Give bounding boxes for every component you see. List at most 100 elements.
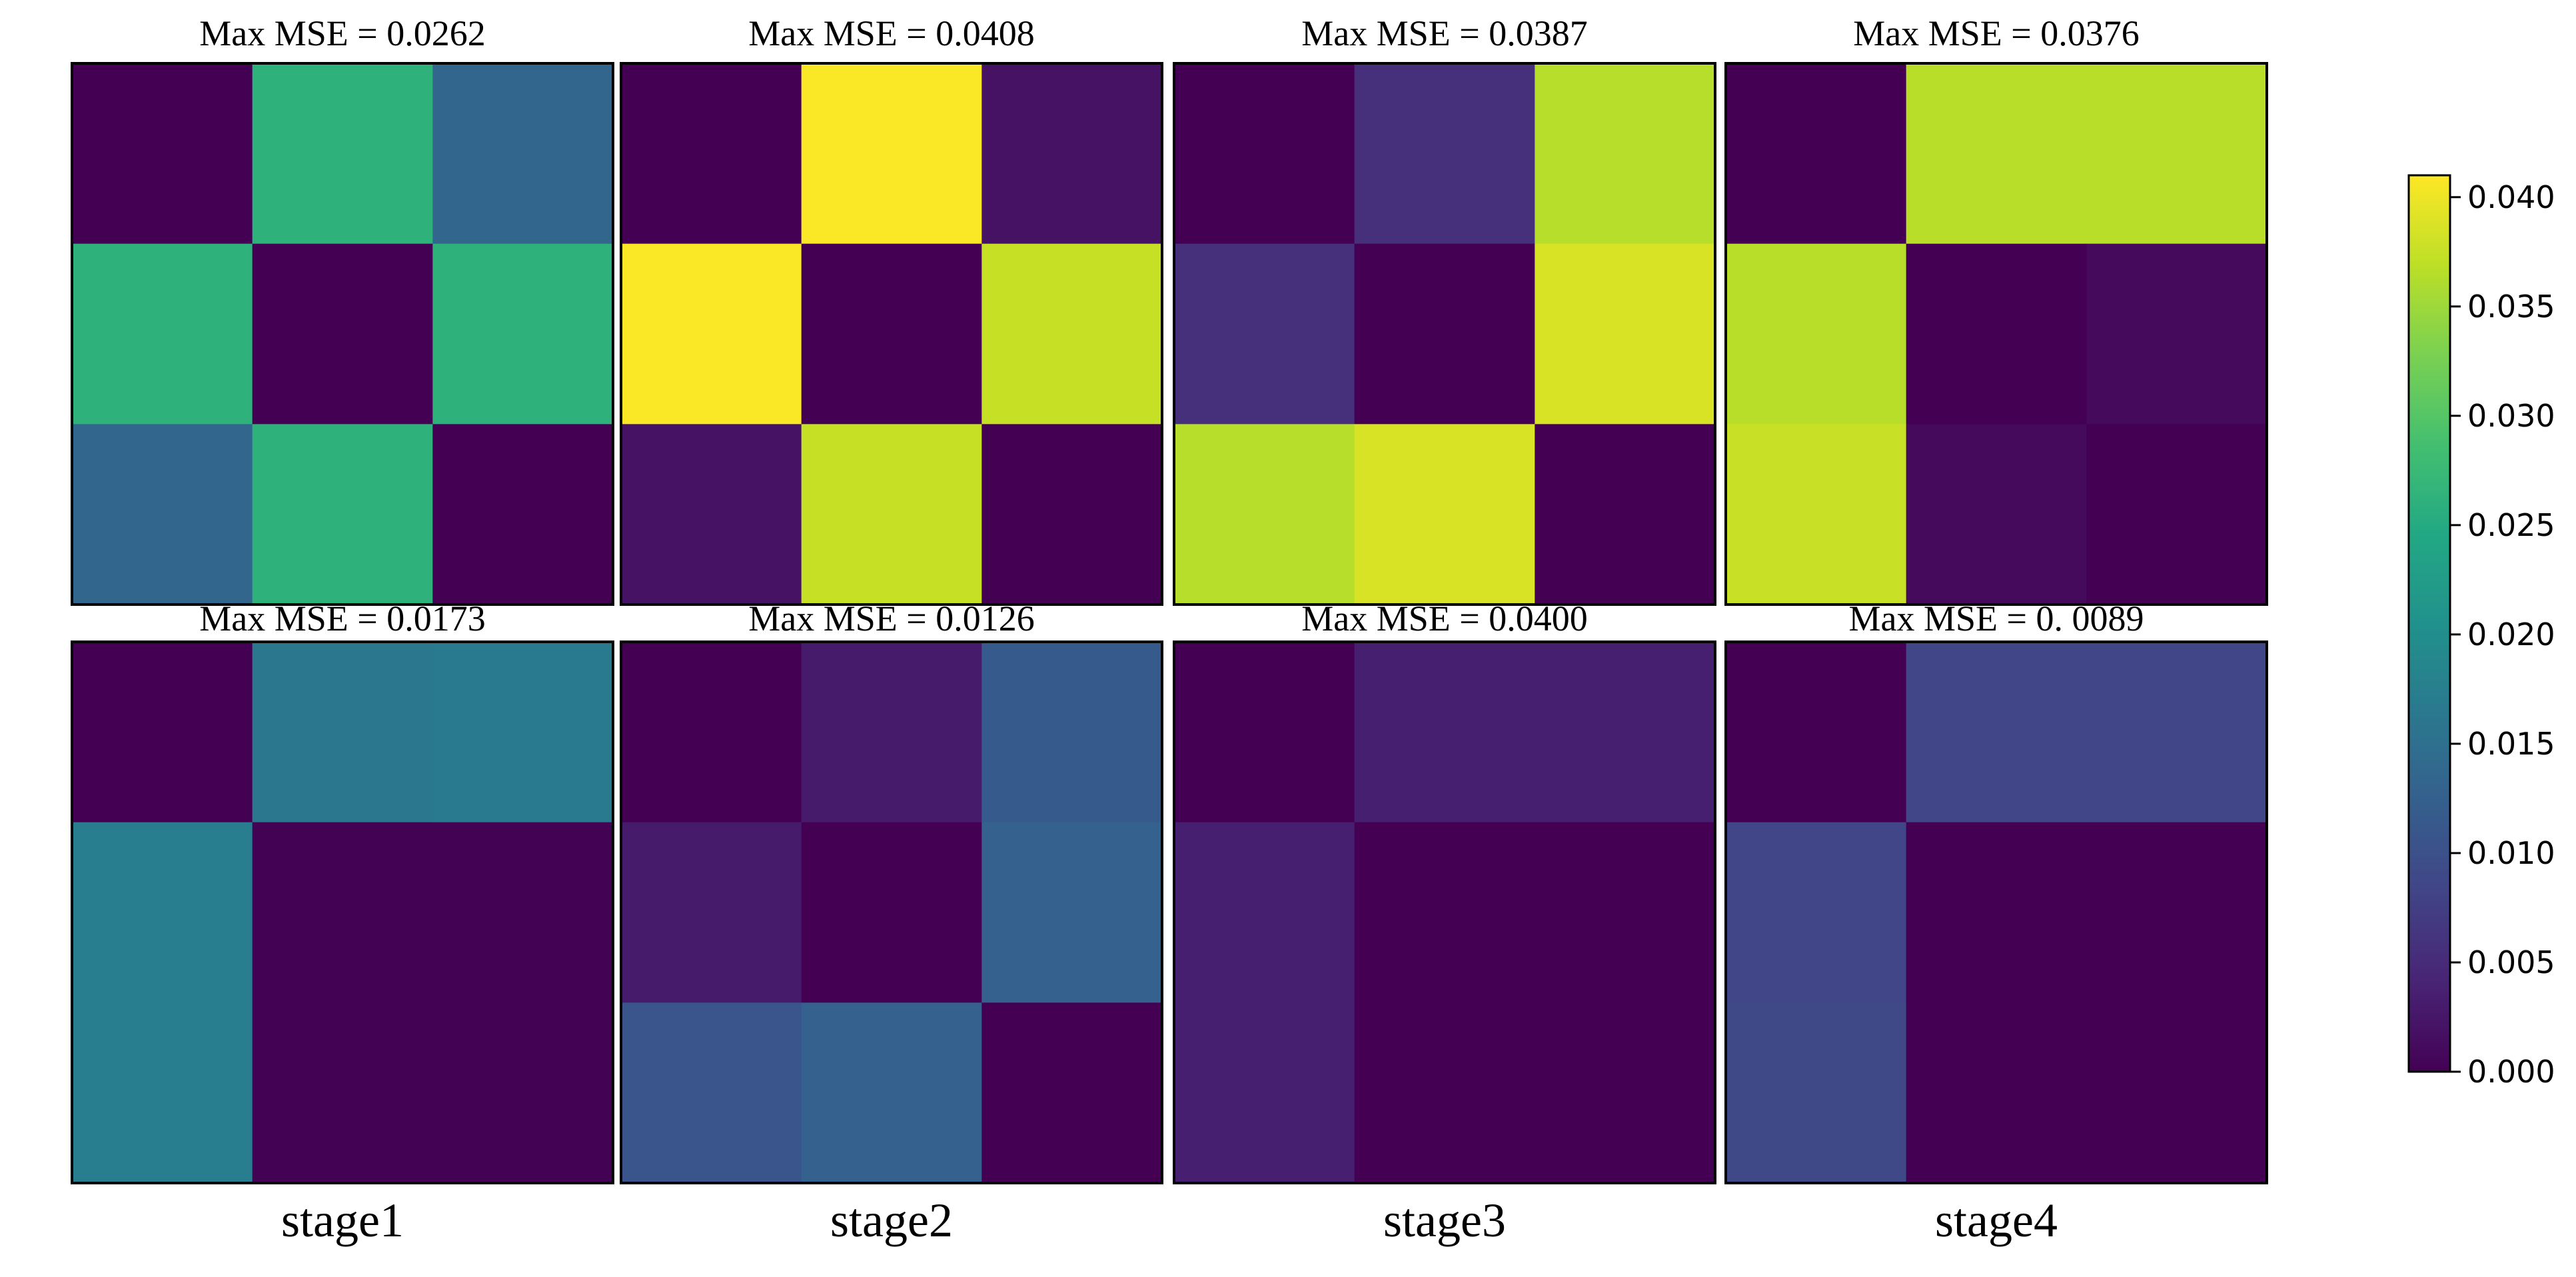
heatmap-cell bbox=[252, 642, 433, 823]
heatmap-cell bbox=[432, 424, 614, 605]
stage-label: stage3 bbox=[1383, 1194, 1506, 1247]
heatmap-cell bbox=[1726, 424, 1907, 605]
heatmap-cell bbox=[1906, 63, 2087, 245]
heatmap-cell bbox=[72, 822, 253, 1003]
heatmap-cell bbox=[1535, 642, 1716, 823]
heatmap-cell bbox=[621, 1002, 802, 1184]
panel-frame bbox=[620, 640, 1163, 1184]
heatmap-cell bbox=[1535, 424, 1716, 605]
heatmap-cell bbox=[1354, 1002, 1535, 1184]
heatmap-cell bbox=[1726, 642, 1907, 823]
heatmap-cell bbox=[1354, 243, 1535, 425]
heatmap-cell bbox=[1354, 63, 1535, 245]
heatmap-cell bbox=[1726, 1002, 1907, 1184]
heatmap-cell bbox=[621, 822, 802, 1003]
panel-frame bbox=[71, 62, 614, 606]
heatmap-cell bbox=[2086, 642, 2267, 823]
panel-frame bbox=[71, 640, 614, 1184]
heatmap-cell bbox=[1174, 1002, 1355, 1184]
heatmap-cell bbox=[801, 424, 982, 605]
heatmap-cell bbox=[1906, 243, 2087, 425]
heatmap-cell bbox=[981, 63, 1163, 245]
heatmap-panel: Max MSE = 0.0262 bbox=[71, 13, 614, 606]
panel-title: Max MSE = 0.0400 bbox=[1301, 599, 1587, 638]
stage-label: stage2 bbox=[830, 1194, 953, 1247]
heatmap-cell bbox=[981, 1002, 1163, 1184]
panel-frame bbox=[1173, 640, 1716, 1184]
colorbar-gradient bbox=[2407, 174, 2451, 1073]
heatmap-cell bbox=[981, 822, 1163, 1003]
heatmap-cell bbox=[1354, 642, 1535, 823]
panel-frame bbox=[1724, 62, 2268, 606]
panel-frame bbox=[1724, 640, 2268, 1184]
heatmap-cell bbox=[1906, 642, 2087, 823]
heatmap-cell bbox=[2086, 822, 2267, 1003]
heatmap-cell bbox=[432, 63, 614, 245]
heatmap-panel: Max MSE = 0.0400 bbox=[1173, 599, 1716, 1184]
heatmap-cell bbox=[1726, 822, 1907, 1003]
heatmap-cell bbox=[621, 424, 802, 605]
heatmap-panel: Max MSE = 0.0376 bbox=[1724, 13, 2268, 606]
heatmap-cell bbox=[252, 822, 433, 1003]
heatmap-panels: Max MSE = 0.0262 Max MSE = 0.0408 Max MSE … bbox=[71, 13, 2268, 1184]
stage-label: stage4 bbox=[1935, 1194, 2058, 1247]
heatmap-cell bbox=[801, 243, 982, 425]
heatmap-cell bbox=[2086, 1002, 2267, 1184]
colorbar-tick-label: 0.000 bbox=[2467, 1054, 2555, 1090]
heatmap-cell bbox=[1906, 424, 2087, 605]
heatmap-cell bbox=[801, 63, 982, 245]
colorbar-tick-label: 0.040 bbox=[2467, 179, 2555, 215]
heatmap-cell bbox=[1174, 243, 1355, 425]
heatmap-cell bbox=[2086, 424, 2267, 605]
heatmap-panel: Max MSE = 0.0408 bbox=[620, 13, 1163, 606]
panel-title: Max MSE = 0.0126 bbox=[748, 599, 1034, 638]
heatmap-cell bbox=[2086, 243, 2267, 425]
heatmap-cell bbox=[432, 243, 614, 425]
colorbar-tick-label: 0.030 bbox=[2467, 398, 2555, 434]
heatmap-cell bbox=[72, 243, 253, 425]
heatmap-cell bbox=[981, 243, 1163, 425]
heatmap-cell bbox=[1174, 63, 1355, 245]
heatmap-cell bbox=[432, 822, 614, 1003]
heatmap-cell bbox=[621, 642, 802, 823]
colorbar-tick-label: 0.020 bbox=[2467, 617, 2555, 652]
heatmap-cell bbox=[1535, 243, 1716, 425]
heatmap-cell bbox=[801, 822, 982, 1003]
panel-frame bbox=[620, 62, 1163, 606]
colorbar: 0.000 0.005 0.010 0.015 0.020 0.025 0.030 0.035… bbox=[2407, 174, 2555, 1090]
heatmap-cell bbox=[432, 642, 614, 823]
heatmap-cell bbox=[1535, 1002, 1716, 1184]
stage-label: stage1 bbox=[281, 1194, 404, 1247]
colorbar-tick-label: 0.005 bbox=[2467, 944, 2555, 980]
heatmap-cell bbox=[2086, 63, 2267, 245]
panel-title: Max MSE = 0.0173 bbox=[199, 599, 485, 638]
stage-labels: stage1 stage2 stage3 stage4 bbox=[281, 1194, 2058, 1247]
heatmap-cell bbox=[981, 424, 1163, 605]
panel-title: Max MSE = 0. 0089 bbox=[1849, 599, 2144, 638]
colorbar-tick-label: 0.025 bbox=[2467, 507, 2555, 543]
heatmap-cell bbox=[72, 63, 253, 245]
heatmap-cell bbox=[1354, 424, 1535, 605]
colorbar-tick-label: 0.015 bbox=[2467, 726, 2555, 762]
heatmap-cell bbox=[432, 1002, 614, 1184]
panel-title: Max MSE = 0.0376 bbox=[1853, 13, 2139, 53]
panel-title: Max MSE = 0.0387 bbox=[1301, 13, 1587, 53]
heatmap-cell bbox=[621, 63, 802, 245]
heatmap-cell bbox=[1174, 642, 1355, 823]
panel-title: Max MSE = 0.0262 bbox=[199, 13, 485, 53]
heatmap-cell bbox=[72, 642, 253, 823]
heatmap-panel: Max MSE = 0.0173 bbox=[71, 599, 614, 1184]
heatmap-cell bbox=[72, 1002, 253, 1184]
heatmap-cell bbox=[801, 642, 982, 823]
heatmap-panel: Max MSE = 0.0387 bbox=[1173, 13, 1716, 606]
heatmap-cell bbox=[1174, 822, 1355, 1003]
heatmap-cell bbox=[1906, 1002, 2087, 1184]
heatmap-panel: Max MSE = 0. 0089 bbox=[1724, 599, 2268, 1184]
heatmap-cell bbox=[801, 1002, 982, 1184]
panel-frame bbox=[1173, 62, 1716, 606]
panel-title: Max MSE = 0.0408 bbox=[748, 13, 1034, 53]
heatmap-cell bbox=[252, 63, 433, 245]
heatmap-cell bbox=[1906, 822, 2087, 1003]
colorbar-tick-label: 0.035 bbox=[2467, 289, 2555, 325]
heatmap-cell bbox=[252, 243, 433, 425]
